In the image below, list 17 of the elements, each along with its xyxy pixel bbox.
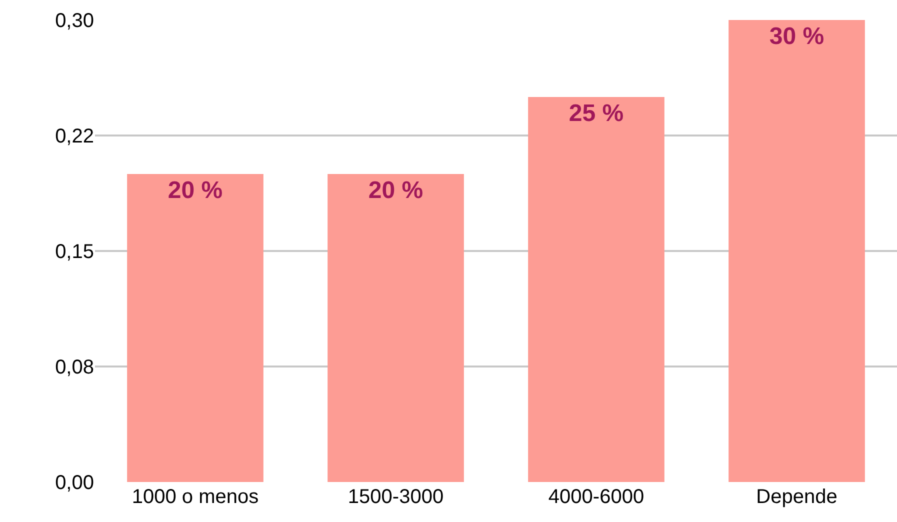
- y-tick-label: 0,22: [55, 126, 94, 148]
- x-tick-label: 1500-3000: [348, 486, 444, 508]
- x-tick-label: 1000 o menos: [132, 486, 259, 508]
- x-tick-label: Depende: [756, 486, 838, 508]
- data-label: 30 %: [769, 23, 824, 50]
- bar: [328, 174, 464, 482]
- y-tick-label: 0,00: [55, 472, 94, 494]
- bar: [127, 174, 264, 482]
- data-label: 20 %: [368, 177, 424, 204]
- data-label: 25 %: [568, 100, 624, 127]
- data-label: 20 %: [168, 177, 223, 204]
- x-tick-label: 4000-6000: [548, 486, 644, 508]
- bar: [528, 97, 664, 482]
- y-tick-label: 0,15: [55, 241, 94, 263]
- y-tick-label: 0,08: [55, 356, 94, 378]
- y-tick-label: 0,30: [55, 10, 94, 32]
- bar: [728, 20, 865, 482]
